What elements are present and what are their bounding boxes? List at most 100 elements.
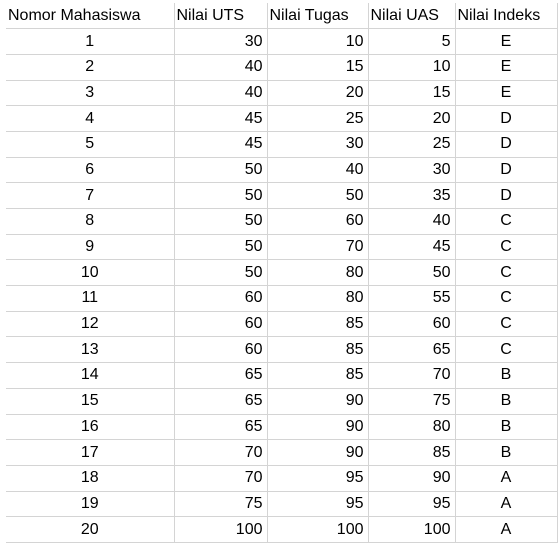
- cell-nilai-tugas[interactable]: 15: [267, 54, 369, 81]
- cell-nilai-tugas[interactable]: 90: [267, 388, 369, 415]
- cell-nilai-uas[interactable]: 90: [368, 465, 456, 492]
- cell-nomor-mahasiswa[interactable]: 18: [6, 465, 175, 492]
- cell-nilai-indeks[interactable]: B: [455, 439, 558, 466]
- cell-nilai-indeks[interactable]: C: [455, 336, 558, 364]
- cell-nilai-tugas[interactable]: 60: [267, 208, 369, 235]
- cell-nilai-uts[interactable]: 75: [174, 491, 268, 518]
- cell-nilai-tugas[interactable]: 80: [267, 285, 369, 312]
- cell-nilai-uas[interactable]: 20: [368, 105, 456, 132]
- cell-nomor-mahasiswa[interactable]: 20: [6, 516, 175, 543]
- cell-nilai-uas[interactable]: 60: [368, 311, 456, 338]
- cell-nomor-mahasiswa[interactable]: 3: [6, 80, 175, 107]
- cell-nilai-uas[interactable]: 70: [368, 362, 456, 389]
- cell-nilai-uas[interactable]: 5: [368, 28, 456, 55]
- cell-nilai-indeks[interactable]: B: [455, 414, 558, 441]
- cell-nilai-uts[interactable]: 70: [174, 465, 268, 492]
- cell-nilai-uas[interactable]: 50: [368, 259, 456, 287]
- cell-nilai-indeks[interactable]: D: [455, 182, 558, 209]
- cell-nomor-mahasiswa[interactable]: 12: [6, 311, 175, 338]
- header-nilai-uas[interactable]: Nilai UAS: [368, 3, 456, 30]
- cell-nilai-indeks[interactable]: D: [455, 105, 558, 132]
- cell-nomor-mahasiswa[interactable]: 13: [6, 336, 175, 364]
- cell-nilai-uts[interactable]: 50: [174, 182, 268, 209]
- cell-nilai-uas[interactable]: 25: [368, 131, 456, 158]
- cell-nomor-mahasiswa[interactable]: 11: [6, 285, 175, 312]
- cell-nilai-tugas[interactable]: 95: [267, 465, 369, 492]
- cell-nilai-tugas[interactable]: 30: [267, 131, 369, 158]
- header-nilai-indeks[interactable]: Nilai Indeks: [455, 3, 558, 30]
- cell-nomor-mahasiswa[interactable]: 5: [6, 131, 175, 158]
- cell-nomor-mahasiswa[interactable]: 2: [6, 54, 175, 81]
- cell-nilai-indeks[interactable]: A: [455, 465, 558, 492]
- cell-nilai-indeks[interactable]: C: [455, 234, 558, 261]
- cell-nomor-mahasiswa[interactable]: 7: [6, 182, 175, 209]
- cell-nilai-uts[interactable]: 50: [174, 259, 268, 287]
- cell-nilai-uts[interactable]: 60: [174, 336, 268, 364]
- cell-nilai-tugas[interactable]: 85: [267, 336, 369, 364]
- cell-nilai-tugas[interactable]: 100: [267, 516, 369, 543]
- cell-nilai-tugas[interactable]: 80: [267, 259, 369, 287]
- cell-nilai-tugas[interactable]: 70: [267, 234, 369, 261]
- cell-nomor-mahasiswa[interactable]: 8: [6, 208, 175, 235]
- cell-nilai-indeks[interactable]: D: [455, 157, 558, 184]
- header-nilai-uts[interactable]: Nilai UTS: [174, 3, 268, 30]
- cell-nomor-mahasiswa[interactable]: 14: [6, 362, 175, 389]
- cell-nilai-tugas[interactable]: 10: [267, 28, 369, 55]
- cell-nilai-uts[interactable]: 65: [174, 362, 268, 389]
- cell-nilai-uts[interactable]: 50: [174, 234, 268, 261]
- cell-nilai-indeks[interactable]: B: [455, 362, 558, 389]
- cell-nomor-mahasiswa[interactable]: 10: [6, 259, 175, 287]
- cell-nilai-indeks[interactable]: B: [455, 388, 558, 415]
- cell-nomor-mahasiswa[interactable]: 1: [6, 28, 175, 55]
- cell-nomor-mahasiswa[interactable]: 15: [6, 388, 175, 415]
- cell-nomor-mahasiswa[interactable]: 9: [6, 234, 175, 261]
- cell-nilai-tugas[interactable]: 90: [267, 414, 369, 441]
- header-nilai-tugas[interactable]: Nilai Tugas: [267, 3, 369, 30]
- cell-nilai-uas[interactable]: 95: [368, 491, 456, 518]
- cell-nilai-uas[interactable]: 85: [368, 439, 456, 466]
- cell-nilai-indeks[interactable]: E: [455, 54, 558, 81]
- cell-nilai-uas[interactable]: 100: [368, 516, 456, 543]
- cell-nilai-uas[interactable]: 65: [368, 336, 456, 364]
- cell-nilai-tugas[interactable]: 20: [267, 80, 369, 107]
- cell-nilai-uts[interactable]: 45: [174, 131, 268, 158]
- cell-nomor-mahasiswa[interactable]: 16: [6, 414, 175, 441]
- cell-nilai-uts[interactable]: 50: [174, 208, 268, 235]
- cell-nilai-uts[interactable]: 60: [174, 311, 268, 338]
- cell-nilai-uas[interactable]: 40: [368, 208, 456, 235]
- header-nomor-mahasiswa[interactable]: Nomor Mahasiswa: [6, 3, 175, 30]
- cell-nilai-indeks[interactable]: C: [455, 311, 558, 338]
- cell-nilai-uas[interactable]: 75: [368, 388, 456, 415]
- cell-nilai-indeks[interactable]: E: [455, 80, 558, 107]
- cell-nilai-uas[interactable]: 30: [368, 157, 456, 184]
- cell-nilai-uas[interactable]: 45: [368, 234, 456, 261]
- cell-nilai-tugas[interactable]: 25: [267, 105, 369, 132]
- cell-nilai-uas[interactable]: 15: [368, 80, 456, 107]
- cell-nilai-tugas[interactable]: 85: [267, 311, 369, 338]
- cell-nilai-uts[interactable]: 65: [174, 388, 268, 415]
- cell-nilai-tugas[interactable]: 90: [267, 439, 369, 466]
- cell-nomor-mahasiswa[interactable]: 17: [6, 439, 175, 466]
- cell-nilai-tugas[interactable]: 85: [267, 362, 369, 389]
- cell-nilai-indeks[interactable]: C: [455, 285, 558, 312]
- cell-nomor-mahasiswa[interactable]: 6: [6, 157, 175, 184]
- cell-nilai-tugas[interactable]: 95: [267, 491, 369, 518]
- cell-nilai-indeks[interactable]: C: [455, 208, 558, 235]
- cell-nilai-uts[interactable]: 65: [174, 414, 268, 441]
- cell-nilai-uas[interactable]: 10: [368, 54, 456, 81]
- cell-nilai-indeks[interactable]: E: [455, 28, 558, 55]
- cell-nomor-mahasiswa[interactable]: 4: [6, 105, 175, 132]
- cell-nilai-indeks[interactable]: A: [455, 491, 558, 518]
- cell-nilai-uts[interactable]: 40: [174, 54, 268, 81]
- cell-nilai-uts[interactable]: 50: [174, 157, 268, 184]
- cell-nilai-indeks[interactable]: A: [455, 516, 558, 543]
- cell-nilai-indeks[interactable]: C: [455, 259, 558, 287]
- cell-nilai-uas[interactable]: 55: [368, 285, 456, 312]
- cell-nilai-uas[interactable]: 35: [368, 182, 456, 209]
- cell-nilai-uts[interactable]: 100: [174, 516, 268, 543]
- cell-nilai-uts[interactable]: 60: [174, 285, 268, 312]
- cell-nilai-uas[interactable]: 80: [368, 414, 456, 441]
- cell-nilai-uts[interactable]: 30: [174, 28, 268, 55]
- cell-nilai-uts[interactable]: 70: [174, 439, 268, 466]
- cell-nilai-uts[interactable]: 45: [174, 105, 268, 132]
